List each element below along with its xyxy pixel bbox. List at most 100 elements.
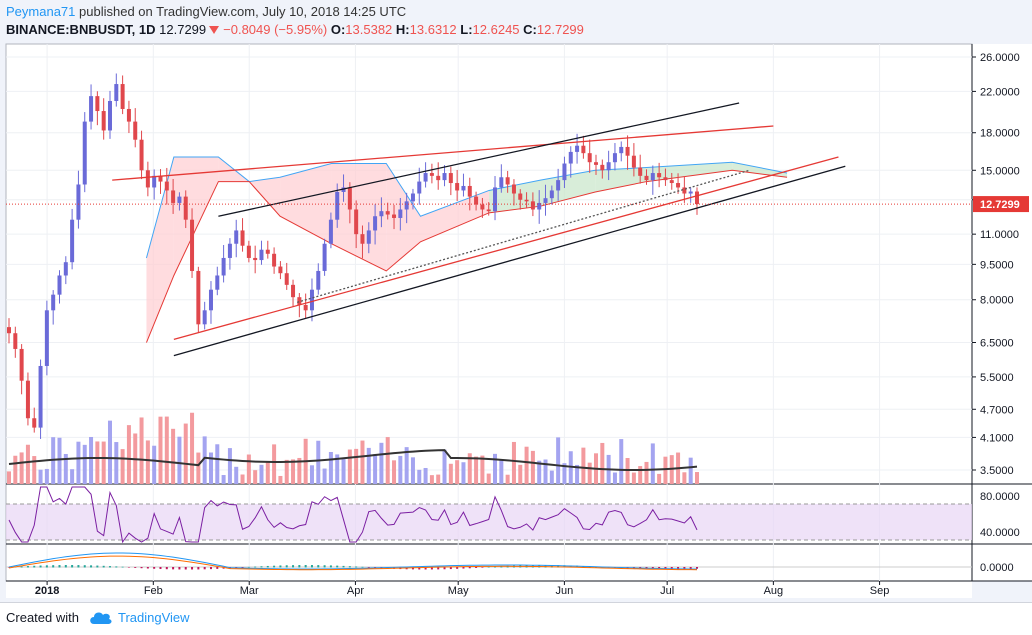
macd-histogram-bar	[134, 567, 137, 568]
candle-body	[575, 145, 580, 152]
volume-bar	[600, 442, 605, 484]
volume-bar	[126, 425, 131, 484]
macd-histogram-bar	[77, 565, 80, 568]
volume-bar	[215, 444, 220, 484]
candle-body	[240, 230, 245, 246]
macd-histogram-bar	[670, 567, 673, 570]
volume-bar	[328, 451, 333, 484]
candle-body	[259, 249, 264, 261]
candle-body	[669, 180, 674, 184]
low-label: L:	[460, 22, 473, 37]
author-link[interactable]: Peymana71	[6, 4, 76, 19]
volume-bar	[114, 442, 119, 484]
macd-histogram-bar	[310, 565, 313, 568]
cloud-segment	[386, 163, 421, 271]
price-chart[interactable]: 80.0000 40.0000 0.0000 26.0000 22.0000 18.0…	[0, 0, 1032, 602]
candle-body	[278, 266, 283, 274]
price-tick-label: 26.0000	[980, 52, 1020, 64]
chart-header: Peymana71 published on TradingView.com, …	[0, 0, 1032, 44]
macd-histogram-bar	[115, 566, 118, 568]
candle-body	[297, 297, 302, 305]
candle-body	[429, 173, 434, 176]
candle-body	[663, 177, 668, 181]
candle-body	[202, 310, 207, 325]
published-text: published on TradingView.com, July 10, 2…	[79, 4, 407, 19]
candle-body	[455, 183, 460, 191]
macd-histogram-bar	[683, 567, 686, 570]
volume-bar	[7, 471, 11, 484]
candle-body	[63, 262, 68, 276]
volume-bar	[322, 468, 327, 484]
volume-bar	[221, 475, 226, 484]
volume-bar	[164, 416, 169, 484]
time-axis-background	[6, 581, 972, 598]
candle-body	[171, 190, 176, 203]
tradingview-link[interactable]: TradingView	[118, 610, 190, 625]
publish-info: Peymana71 published on TradingView.com, …	[6, 4, 406, 19]
candle-body	[410, 193, 415, 202]
volume-bar	[505, 474, 510, 484]
candle-body	[139, 139, 144, 171]
volume-bar	[171, 428, 176, 484]
candle-body	[38, 365, 43, 428]
candle-body	[114, 84, 119, 101]
symbol-info: BINANCE:BNBUSDT, 1D 12.7299 −0.8049 (−5.9…	[6, 22, 584, 37]
volume-bar	[562, 463, 567, 484]
candle-body	[612, 153, 617, 163]
tradingview-cloud-icon[interactable]	[88, 609, 114, 627]
macd-histogram-bar	[273, 565, 276, 568]
volume-bar	[442, 449, 447, 484]
volume-bar	[284, 459, 289, 484]
volume-bar	[644, 461, 649, 484]
cloud-segment	[249, 177, 281, 217]
volume-bar	[410, 457, 415, 484]
time-tick-label: Apr	[347, 585, 364, 597]
macd-histogram-bar	[677, 567, 680, 570]
macd-histogram-bar	[468, 567, 471, 569]
candle-body	[133, 121, 138, 140]
down-triangle-icon	[209, 26, 220, 34]
volume-bar	[493, 453, 498, 484]
candle-body	[19, 348, 24, 381]
volume-bar	[511, 441, 516, 484]
macd-histogram-bar	[481, 567, 484, 568]
macd-histogram-bar	[209, 567, 212, 570]
candle-body	[316, 270, 321, 290]
volume-bar	[461, 462, 466, 484]
rsi-tick-label: 40.0000	[980, 527, 1020, 539]
open-value: 13.5382	[345, 22, 393, 37]
candle-body	[13, 333, 18, 349]
last-price-tag	[973, 196, 1029, 213]
senkou-b-line	[145, 169, 788, 343]
macd-histogram-bar	[52, 565, 55, 568]
volume-bar	[379, 442, 384, 484]
volume-bar	[499, 459, 504, 484]
volume-bar	[480, 455, 485, 484]
volume-bar	[638, 466, 643, 484]
macd-signal-line	[8, 555, 698, 571]
high-value: 13.6312	[409, 22, 457, 37]
candle-body	[7, 327, 11, 334]
macd-histogram-bar	[285, 565, 288, 568]
candle-body	[398, 209, 403, 218]
candlesticks	[7, 73, 699, 439]
candle-body	[107, 100, 112, 131]
volume-bar	[392, 460, 397, 484]
dotted-midline	[297, 169, 750, 303]
volume-bar	[347, 449, 352, 484]
candle-body	[524, 199, 529, 202]
cloud-segment	[280, 163, 332, 244]
candle-body	[619, 146, 624, 154]
volume-bar	[530, 450, 535, 484]
macd-histogram-bar	[298, 565, 301, 568]
candle-body	[246, 245, 251, 258]
macd-histogram-bar	[178, 567, 181, 570]
candle-body	[606, 162, 611, 171]
candle-body	[467, 185, 472, 197]
candle-body	[644, 175, 649, 181]
time-tick-label: Feb	[144, 585, 163, 597]
volume-bar	[82, 444, 87, 484]
volume-bar	[208, 452, 213, 484]
volume-bar	[619, 439, 624, 484]
price-tick-label: 18.0000	[980, 128, 1020, 140]
